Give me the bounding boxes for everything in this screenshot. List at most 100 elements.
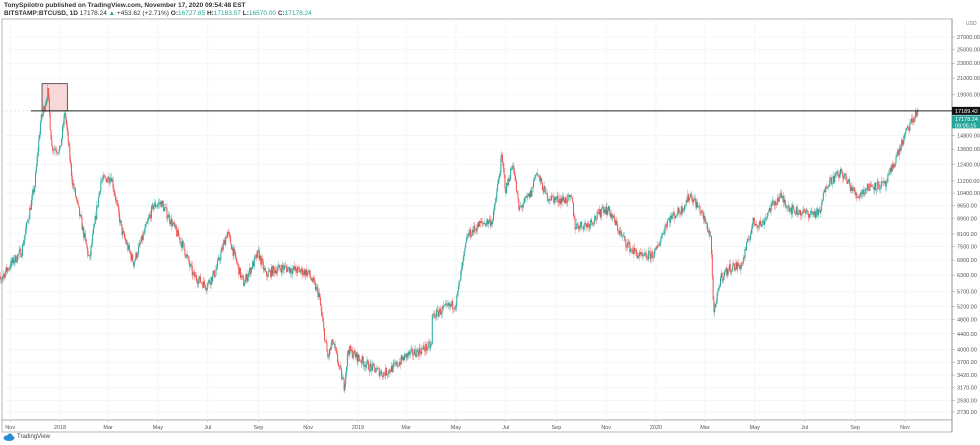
candle-down (104, 176, 106, 178)
candle-up (519, 206, 521, 207)
candle-down (208, 280, 210, 283)
candle-down (713, 299, 715, 312)
candle-up (13, 261, 15, 264)
candle-up (810, 211, 812, 215)
candle-down (340, 365, 342, 369)
candle-down (335, 348, 337, 351)
candle-up (318, 293, 320, 297)
candle-up (825, 186, 827, 192)
candle-down (546, 193, 548, 201)
candle-up (847, 181, 849, 184)
candle-up (897, 150, 899, 156)
candle-down (694, 198, 696, 202)
candle-down (374, 367, 376, 373)
candle-down (794, 210, 796, 214)
candle-down (41, 114, 43, 117)
candle-down (527, 195, 529, 197)
candle-up (128, 245, 130, 250)
candle-up (812, 212, 814, 213)
y-tick-label: 10400.00 (957, 191, 980, 197)
candle-up (615, 220, 617, 225)
candle-down (491, 221, 493, 224)
candle-down (573, 202, 575, 216)
candle-down (112, 179, 114, 189)
last-price: 17178.24 (79, 10, 107, 17)
candle-up (727, 269, 729, 276)
candle-up (732, 264, 734, 270)
candle-down (67, 131, 69, 144)
candle-up (377, 367, 379, 369)
candle-down (264, 268, 266, 271)
candle-up (277, 266, 279, 271)
candle-up (62, 125, 64, 127)
candle-up (764, 218, 766, 221)
candle-up (583, 224, 585, 230)
candle-up (58, 148, 60, 153)
candle-down (195, 275, 197, 280)
candle-down (295, 266, 297, 272)
candle-up (787, 205, 789, 207)
candle-up (349, 346, 351, 355)
tradingview-logo[interactable]: TradingView (3, 433, 50, 441)
candle-up (720, 273, 722, 278)
candle-up (866, 189, 868, 191)
candle-down (251, 267, 253, 270)
candle-up (90, 245, 92, 256)
candle-down (797, 214, 799, 215)
candle-up (97, 197, 99, 207)
candle-up (740, 265, 742, 270)
candle-down (139, 243, 141, 245)
candle-up (400, 355, 402, 365)
candle-up (387, 373, 389, 375)
candle-up (762, 221, 764, 222)
candle-up (668, 218, 670, 220)
candle-down (159, 202, 161, 204)
candle-down (194, 271, 196, 277)
candle-up (413, 349, 415, 355)
candle-down (756, 225, 758, 227)
candle-down (577, 225, 579, 230)
candle-down (911, 118, 913, 122)
candle-up (476, 228, 478, 232)
candle-down (329, 349, 331, 351)
candle-down (753, 217, 755, 222)
candle-down (235, 257, 237, 262)
candle-up (888, 172, 890, 174)
candle-up (843, 176, 845, 179)
x-tick-label: Mar (700, 425, 710, 431)
candle-up (292, 269, 294, 274)
candle-up (490, 221, 492, 226)
candle-up (4, 272, 6, 278)
candle-down (87, 247, 89, 256)
candle-up (761, 221, 763, 227)
candle-down (804, 211, 806, 214)
candle-down (57, 152, 59, 154)
candle-down (705, 222, 707, 224)
candle-up (619, 231, 621, 235)
y-tick-label: 23000.00 (957, 61, 980, 67)
candle-down (634, 248, 636, 251)
candle-down (310, 278, 312, 281)
candle-down (436, 309, 438, 311)
candle-up (599, 209, 601, 215)
candle-up (783, 199, 785, 203)
candle-up (17, 254, 19, 262)
candle-down (799, 209, 801, 216)
candle-up (421, 348, 423, 355)
candle-down (261, 258, 263, 262)
candle-down (358, 354, 360, 359)
candle-up (778, 198, 780, 202)
candle-up (390, 365, 392, 373)
high-value: 17183.57 (213, 10, 241, 17)
candle-up (722, 279, 724, 281)
candle-down (501, 154, 503, 163)
candle-up (584, 223, 586, 225)
x-tick-label: Nov (601, 425, 611, 431)
candle-down (408, 351, 410, 355)
candle-down (246, 274, 248, 282)
candle-down (177, 229, 179, 237)
candle-down (599, 209, 601, 218)
candle-up (737, 262, 739, 270)
candle-down (175, 224, 177, 230)
